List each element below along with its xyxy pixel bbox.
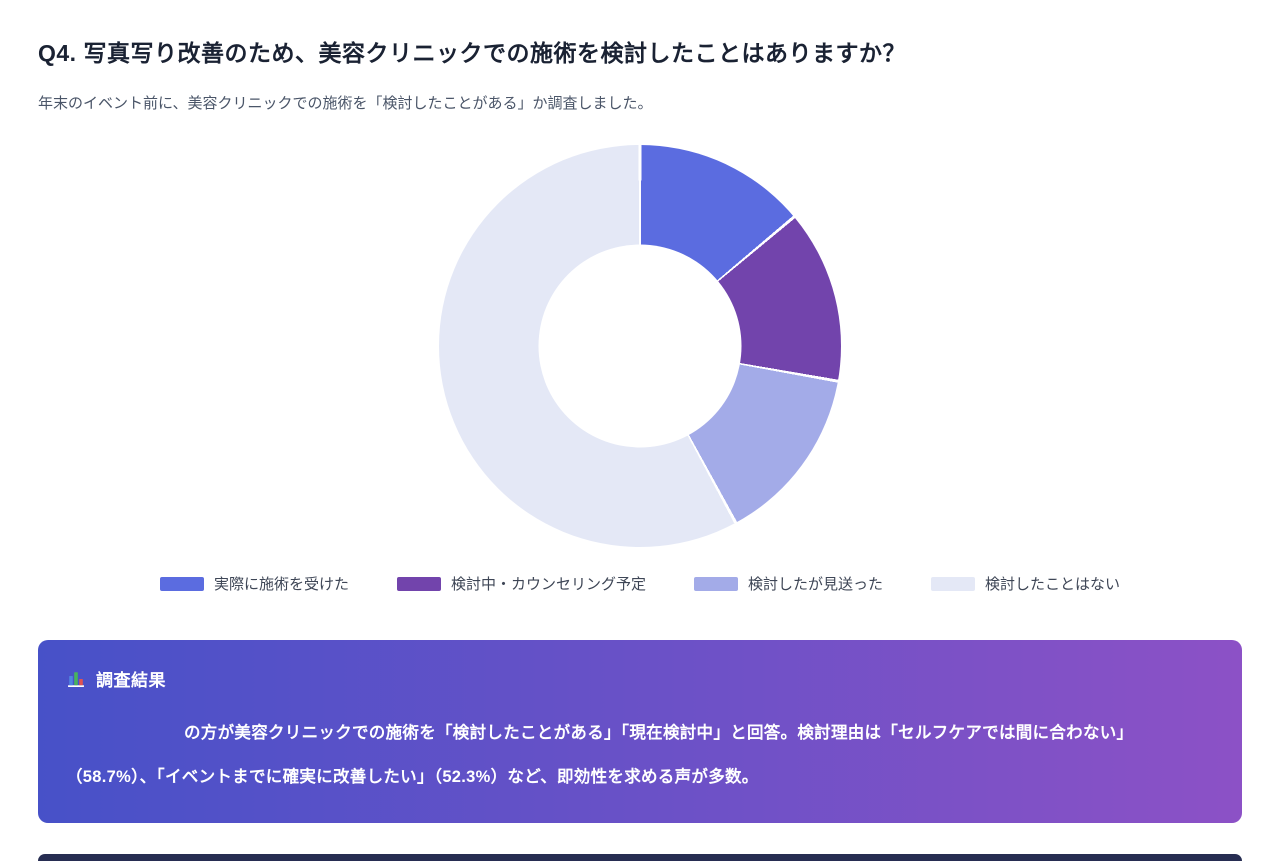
- donut-chart: [439, 145, 841, 547]
- result-card-heading: 調査結果: [96, 671, 166, 690]
- legend-swatch: [931, 576, 976, 591]
- legend-label: 検討したことはない: [985, 576, 1121, 593]
- result-card-text: の方が美容クリニックでの施術を「検討したことがある」「現在検討中」と回答。検討理…: [184, 724, 1134, 742]
- result-card-heading-row: 調査結果: [66, 666, 1214, 691]
- legend-swatch: [159, 576, 204, 591]
- legend-item: 検討したが見送った: [694, 573, 883, 594]
- report-page: Q4. 写真写り改善のため、美容クリニックでの施術を検討したことはありますか？ …: [38, 40, 1242, 594]
- result-card-line: の方が美容クリニックでの施術を「検討したことがある」「現在検討中」と回答。検討理…: [66, 719, 1214, 747]
- legend-swatch: [396, 576, 441, 591]
- legend-swatch: [694, 576, 738, 591]
- result-card-text: （58.7%）、「イベントまでに確実に改善したい」（52.3%）など、即効性を求…: [66, 768, 759, 786]
- donut-hole: [538, 244, 742, 448]
- legend-label: 検討中・カウンセリング予定: [450, 576, 646, 593]
- chart-area: [38, 145, 1242, 547]
- next-card-edge: [38, 854, 1242, 861]
- legend-item: 検討したことはない: [931, 573, 1120, 594]
- legend-item: 検討中・カウンセリング予定: [396, 573, 646, 594]
- legend-item: 実際に施術を受けた: [159, 573, 349, 594]
- page-title: Q4. 写真写り改善のため、美容クリニックでの施術を検討したことはありますか？: [38, 40, 906, 66]
- chart-legend: 実際に施術を受けた 検討中・カウンセリング予定 検討したが見送った 検討したこと…: [38, 573, 1242, 594]
- legend-label: 実際に施術を受けた: [213, 576, 349, 593]
- legend-label: 検討したが見送った: [748, 576, 884, 593]
- lead-spacer: [66, 737, 184, 738]
- result-card: 調査結果 の方が美容クリニックでの施術を「検討したことがある」「現在検討中」と回…: [38, 640, 1242, 823]
- result-card-line: （58.7%）、「イベントまでに確実に改善したい」（52.3%）など、即効性を求…: [66, 763, 1214, 791]
- page-subtitle: 年末のイベント前に、美容クリニックでの施術を「検討したことがある」か調査しました…: [38, 95, 653, 112]
- result-card-body: の方が美容クリニックでの施術を「検討したことがある」「現在検討中」と回答。検討理…: [66, 719, 1214, 791]
- bar-chart-icon: [68, 671, 84, 687]
